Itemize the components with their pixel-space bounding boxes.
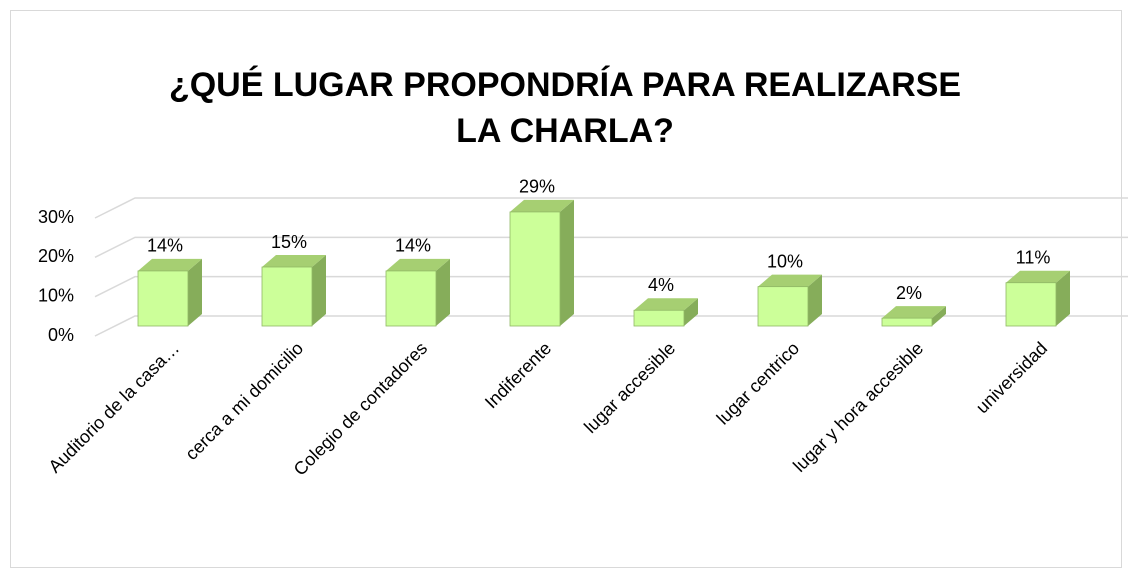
bar-side xyxy=(932,306,946,326)
bar xyxy=(261,266,313,327)
x-tick-label: universidad xyxy=(972,338,1051,417)
x-tick-label: lugar centrico xyxy=(713,338,804,429)
y-tick-label: 10% xyxy=(38,285,74,305)
grid-line xyxy=(94,236,1128,259)
bar xyxy=(633,309,685,327)
data-label: 15% xyxy=(271,232,307,252)
data-label: 2% xyxy=(896,283,922,303)
bar-top xyxy=(386,258,450,271)
x-tick-label: Indiferente xyxy=(481,338,555,412)
x-tick-label: Auditorio de la casa… xyxy=(45,338,184,477)
grid-line xyxy=(94,197,1128,219)
chart-title: ¿QUÉ LUGAR PROPONDRÍA PARA REALIZARSE LA… xyxy=(168,66,962,150)
bar-top xyxy=(882,306,946,319)
data-label: 14% xyxy=(147,236,183,256)
y-tick-label: 0% xyxy=(48,325,74,345)
x-tick-label: lugar y hora accesible xyxy=(789,338,927,476)
y-tick-label: 30% xyxy=(38,207,74,227)
grid-line xyxy=(94,315,1128,337)
bar xyxy=(757,286,809,327)
bar xyxy=(1005,282,1057,327)
bar-side xyxy=(560,199,574,326)
bar xyxy=(385,270,437,327)
data-label: 14% xyxy=(395,236,431,256)
bar-top xyxy=(138,258,202,271)
grid-line xyxy=(94,275,1128,298)
bar-side xyxy=(312,255,326,326)
bar-side xyxy=(436,258,450,326)
chart-border xyxy=(10,10,1122,568)
bar xyxy=(137,270,189,327)
bar-top xyxy=(634,298,698,311)
data-label: 29% xyxy=(519,177,555,197)
y-tick-label: 20% xyxy=(38,246,74,266)
x-tick-label: Colegio de contadores xyxy=(290,338,432,480)
bar-top xyxy=(262,255,326,267)
bar-side xyxy=(684,298,698,326)
x-tick-label: cerca a mi domicilio xyxy=(181,338,307,464)
data-label: 4% xyxy=(648,275,674,295)
bar-top xyxy=(1006,270,1070,283)
data-label: 11% xyxy=(1016,247,1051,267)
bar-top xyxy=(758,274,822,287)
bar-side xyxy=(1056,270,1070,326)
bar-top xyxy=(510,199,574,212)
bar-side xyxy=(188,258,202,326)
data-label: 10% xyxy=(767,251,803,271)
bar xyxy=(881,317,933,327)
bar xyxy=(509,211,561,327)
x-tick-label: lugar accesible xyxy=(580,338,679,437)
bar-side xyxy=(808,274,822,326)
